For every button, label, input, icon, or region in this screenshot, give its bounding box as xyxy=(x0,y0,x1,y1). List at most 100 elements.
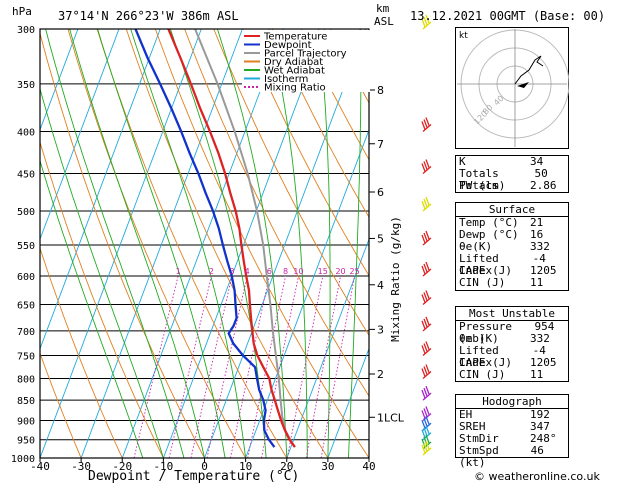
surface-row: Temp (°C) 21 xyxy=(456,216,568,229)
wind-barb-flag xyxy=(421,410,426,419)
wind-barb-staff xyxy=(422,297,432,305)
wind-barb-flag xyxy=(421,294,426,303)
isotherm-line xyxy=(40,29,161,350)
isotherm-line xyxy=(245,128,369,458)
km-tick-label: 3 xyxy=(377,323,384,336)
mixing-ratio-line xyxy=(305,275,342,458)
unstable-row: CAPE (J) 1205 xyxy=(456,357,568,369)
wind-barb-staff xyxy=(422,348,432,356)
dry-adiabat-line xyxy=(67,29,246,458)
x-tick-label: 10 xyxy=(239,460,252,473)
mixing-ratio-line xyxy=(320,275,356,458)
wind-barb-flag xyxy=(425,290,430,299)
isotherm-line xyxy=(121,29,284,458)
hodograph-trace xyxy=(514,55,544,85)
legend-box xyxy=(242,30,370,92)
index-row: K 34 xyxy=(456,155,568,168)
index-value: 2.86 xyxy=(530,179,557,193)
isotherm-line xyxy=(204,29,367,458)
legend-label: Mixing Ratio xyxy=(264,83,326,94)
wind-barb-flag xyxy=(423,318,428,328)
wind-barb-flag xyxy=(423,198,428,208)
wind-barb-flag xyxy=(421,200,426,210)
pressure-unit-label: hPa xyxy=(12,5,32,18)
wind-barb-flag xyxy=(425,230,430,240)
mixing-ratio-axis-title: Mixing Ratio (g/kg) xyxy=(388,216,402,342)
index-label: K xyxy=(459,155,466,168)
isotherm-line xyxy=(410,29,455,458)
wet-adiabat-line xyxy=(318,29,331,458)
wind-barb-flag xyxy=(425,434,430,444)
surface-label: CAPE (J) xyxy=(459,264,512,278)
dry-adiabat-line xyxy=(40,31,205,458)
surface-value: 332 xyxy=(530,240,550,254)
legend-label: Isotherm xyxy=(264,74,308,85)
mixing-ratio-label: 25 xyxy=(350,267,360,276)
wet-adiabat-line xyxy=(169,29,267,458)
wind-barb-flag xyxy=(425,440,430,450)
dry-adiabat-line xyxy=(359,29,369,48)
wind-barb-flag xyxy=(423,16,428,26)
series-line-temperature xyxy=(167,29,296,448)
mixing-ratio-line xyxy=(206,275,248,458)
legend-label: Wet Adiabat xyxy=(264,66,325,77)
wind-barb-flag xyxy=(421,234,426,244)
x-tick-label: 40 xyxy=(362,460,375,473)
dry-adiabat-line xyxy=(184,29,369,397)
index-row: Totals Totals 50 xyxy=(456,167,568,191)
hodo-label: EH xyxy=(459,408,473,421)
mixing-ratio-line xyxy=(286,275,324,458)
unstable-label: θe (K) xyxy=(459,332,499,346)
wet-adiabat-line xyxy=(40,159,144,458)
index-value: 34 xyxy=(530,155,544,168)
wind-barb-flag xyxy=(423,232,428,242)
surface-value: -4 xyxy=(532,252,546,266)
x-tick-label: 30 xyxy=(321,460,334,473)
hodo-row: SREH 347 xyxy=(456,420,568,434)
hodo-value: 347 xyxy=(530,420,550,434)
y-tick-label: 900 xyxy=(17,416,35,427)
wind-barb-flag xyxy=(421,368,426,377)
wind-barb-flag xyxy=(421,345,426,354)
isotherm-line xyxy=(40,29,120,241)
wind-barb-flag xyxy=(425,364,430,373)
wind-barb-flag xyxy=(421,429,426,438)
y-tick-label: 550 xyxy=(17,241,35,252)
mixing-ratio-label: 6 xyxy=(267,267,272,276)
unstable-value: 332 xyxy=(530,332,550,346)
wind-barb-flag xyxy=(425,415,430,425)
y-tick-label: 700 xyxy=(17,327,35,338)
legend-label: Temperature xyxy=(263,32,327,43)
footer-credit[interactable]: © weatheronline.co.uk xyxy=(474,470,600,483)
wind-barb-staff xyxy=(422,21,432,30)
dry-adiabat-line xyxy=(242,29,369,277)
km-tick-label: 2 xyxy=(377,368,384,381)
wind-barb-flag xyxy=(425,159,430,168)
hodo-label: SREH xyxy=(459,420,486,434)
surface-label: Temp (°C) xyxy=(459,216,519,229)
km-tick-label: 8 xyxy=(377,84,384,97)
hodo-value: 248° xyxy=(530,432,557,446)
wind-barb-flag xyxy=(425,196,430,206)
dry-adiabat-line xyxy=(40,246,123,458)
surface-value: 11 xyxy=(530,276,544,290)
wet-adiabat-line xyxy=(347,29,362,458)
y-tick-label: 1000 xyxy=(11,454,35,465)
x-tick-label: -30 xyxy=(71,460,91,473)
y-tick-label: 800 xyxy=(17,374,35,385)
hodo-value: 46 xyxy=(530,444,544,458)
mixing-ratio-line xyxy=(168,275,212,458)
wind-barb-flag xyxy=(421,444,426,454)
wind-barb-staff xyxy=(422,392,432,401)
mixing-ratio-line xyxy=(133,275,179,458)
unstable-row: Lifted Index -4 xyxy=(456,345,568,369)
isotherm-line xyxy=(80,29,243,458)
x-tick-label: -20 xyxy=(112,460,132,473)
location-label: 37°14'N 266°23'W 386m ASL xyxy=(58,9,239,23)
wind-barb-flag xyxy=(423,387,428,397)
wet-adiabat-line xyxy=(45,29,185,458)
mixing-ratio-line xyxy=(247,275,287,458)
hodograph-table: Hodograph EH 192 SREH 347 StmDir 248° StmSpd (… xyxy=(455,394,569,469)
y-tick-label: 400 xyxy=(17,128,35,139)
wind-barb-flag xyxy=(423,417,428,427)
